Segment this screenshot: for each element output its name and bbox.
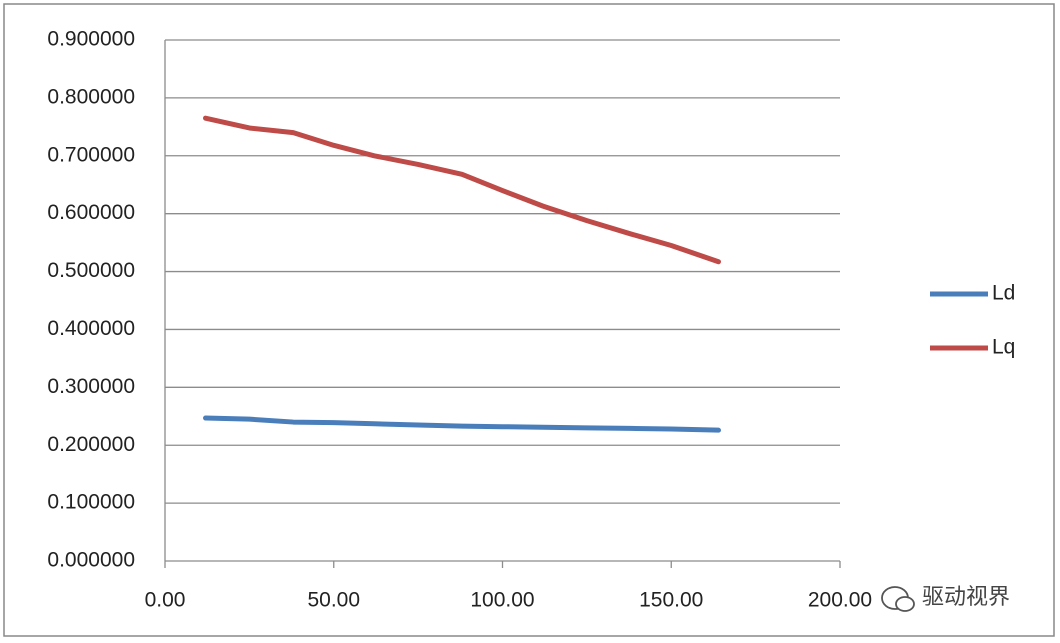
watermark-icon — [881, 586, 915, 612]
y-tick-label: 0.900000 — [47, 28, 135, 51]
line-series — [203, 115, 721, 265]
legend-label: Lq — [992, 336, 1015, 359]
y-tick-label: 0.800000 — [47, 85, 135, 108]
legend-label: Ld — [992, 282, 1015, 305]
x-tick-label: 100.00 — [470, 589, 534, 612]
line-series — [203, 415, 721, 433]
y-tick-label: 0.400000 — [47, 317, 135, 340]
y-tick-label: 0.000000 — [47, 549, 135, 572]
x-tick-label: 50.00 — [307, 589, 360, 612]
watermark: 驱动视界 — [922, 584, 1010, 609]
x-tick-label: 0.00 — [145, 589, 186, 612]
x-tick-label: 200.00 — [808, 589, 872, 612]
x-tick-label: 150.00 — [639, 589, 703, 612]
y-tick-label: 0.200000 — [47, 433, 135, 456]
y-tick-label: 0.300000 — [47, 375, 135, 398]
y-tick-label: 0.100000 — [47, 491, 135, 514]
chart-frame — [3, 3, 1055, 637]
y-tick-label: 0.500000 — [47, 259, 135, 282]
y-tick-label: 0.700000 — [47, 143, 135, 166]
y-tick-label: 0.600000 — [47, 201, 135, 224]
